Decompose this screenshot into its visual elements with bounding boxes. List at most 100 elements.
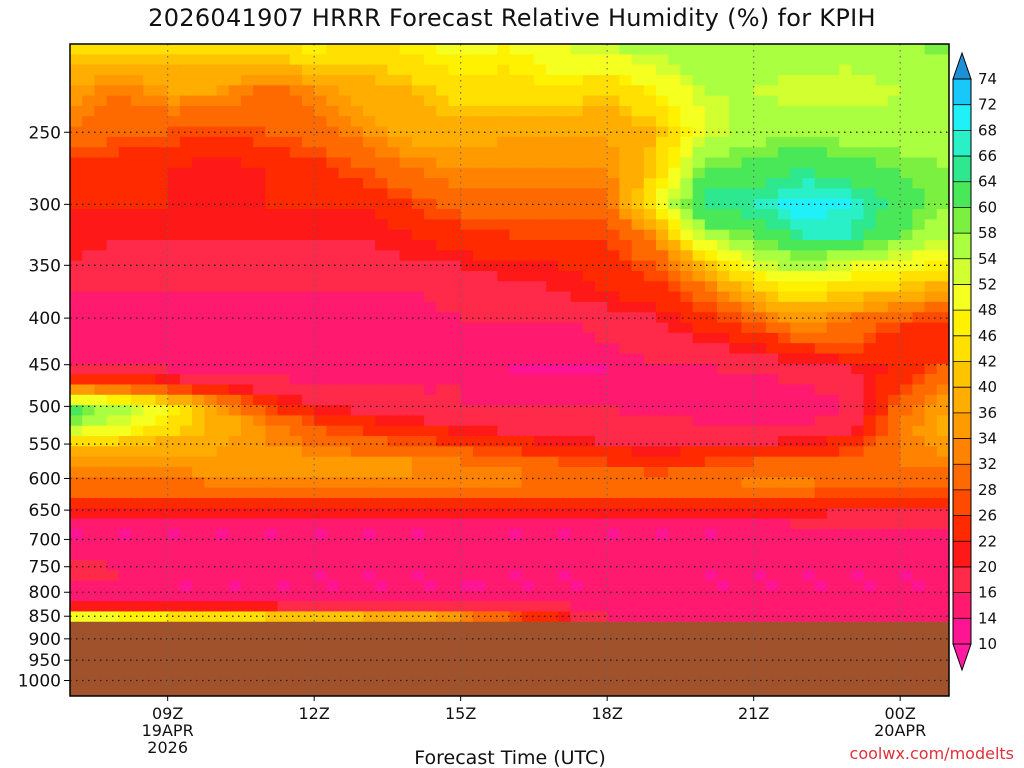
heatmap-cell: [314, 126, 327, 138]
heatmap-cell: [826, 405, 840, 417]
heatmap-cell: [216, 559, 230, 571]
heatmap-cell: [692, 270, 706, 282]
heatmap-cell: [863, 374, 877, 386]
heatmap-cell: [253, 54, 266, 66]
heatmap-cell: [216, 446, 230, 458]
heatmap-cell: [472, 240, 486, 251]
grid-lines: [70, 44, 949, 696]
heatmap-cell: [594, 590, 608, 602]
heatmap-cell: [265, 446, 279, 458]
heatmap-cell: [106, 559, 120, 571]
heatmap-cell: [582, 425, 596, 437]
heatmap-cell: [301, 456, 315, 468]
heatmap-cell: [265, 260, 279, 272]
heatmap-cell: [265, 580, 279, 592]
heatmap-cell: [326, 601, 340, 613]
heatmap-cell: [363, 178, 376, 190]
heatmap-cell: [363, 611, 376, 623]
heatmap-cell: [533, 394, 547, 406]
heatmap-cell: [936, 240, 949, 251]
heatmap-cell: [265, 270, 279, 282]
heatmap-cell: [509, 559, 523, 571]
heatmap-cell: [485, 188, 498, 200]
heatmap-cell: [155, 549, 169, 561]
heatmap-cell: [424, 157, 437, 169]
heatmap-cell: [741, 188, 755, 200]
heatmap-cell: [82, 363, 96, 375]
heatmap-cell: [631, 270, 645, 282]
heatmap-cell: [167, 95, 181, 107]
heatmap-cell: [570, 229, 584, 241]
heatmap-cell: [802, 332, 816, 344]
heatmap-cell: [717, 456, 730, 468]
heatmap-cell: [375, 116, 389, 128]
heatmap-cell: [411, 497, 425, 509]
heatmap-cell: [924, 467, 938, 478]
heatmap-cell: [167, 497, 181, 509]
heatmap-cell: [228, 167, 242, 179]
heatmap-cell: [228, 260, 242, 272]
heatmap-cell: [570, 281, 584, 293]
heatmap-cell: [887, 497, 901, 509]
heatmap-cell: [375, 518, 389, 530]
heatmap-cell: [887, 219, 901, 231]
heatmap-cell: [546, 54, 559, 66]
heatmap-cell: [375, 167, 389, 179]
heatmap-cell: [253, 105, 266, 117]
heatmap-cell: [485, 167, 498, 179]
heatmap-cell: [668, 116, 682, 128]
heatmap-cell: [363, 188, 376, 200]
heatmap-cell: [70, 147, 83, 159]
heatmap-cell: [192, 157, 205, 169]
heatmap-cell: [204, 250, 218, 262]
heatmap-cell: [289, 611, 303, 623]
heatmap-cell: [399, 590, 413, 602]
heatmap-cell: [631, 147, 645, 159]
heatmap-cell: [631, 590, 645, 602]
heatmap-cell: [692, 405, 706, 417]
heatmap-cell: [301, 250, 315, 262]
heatmap-cell: [753, 518, 767, 530]
heatmap-cell: [82, 343, 96, 355]
heatmap-cell: [802, 436, 816, 447]
colorbar-label: 48: [978, 301, 997, 319]
heatmap-cell: [472, 508, 486, 520]
heatmap-cell: [301, 209, 315, 220]
heatmap-cell: [460, 518, 474, 530]
heatmap-cell: [448, 415, 462, 427]
heatmap-cell: [228, 64, 242, 76]
heatmap-cell: [594, 291, 608, 303]
heatmap-cell: [729, 508, 743, 520]
heatmap-cell: [741, 260, 755, 272]
heatmap-cell: [741, 508, 755, 520]
heatmap-cell: [424, 209, 437, 220]
heatmap-cell: [118, 136, 132, 148]
heatmap-cell: [912, 384, 926, 396]
heatmap-cell: [375, 64, 389, 76]
heatmap-cell: [887, 343, 901, 355]
heatmap-cell: [753, 611, 767, 623]
heatmap-cell: [118, 270, 132, 282]
heatmap-cell: [338, 374, 352, 386]
heatmap-cell: [570, 477, 584, 489]
heatmap-cell: [70, 95, 83, 107]
heatmap-cell: [70, 74, 83, 86]
heatmap-cell: [106, 136, 120, 148]
heatmap-cell: [826, 44, 840, 55]
heatmap-cell: [607, 549, 620, 561]
heatmap-cell: [704, 105, 718, 117]
heatmap-cell: [753, 301, 767, 313]
heatmap-cell: [167, 467, 181, 478]
heatmap-cell: [448, 167, 462, 179]
heatmap-cell: [387, 157, 401, 169]
heatmap-cell: [839, 126, 852, 138]
heatmap-cell: [155, 436, 169, 447]
heatmap-cell: [204, 405, 218, 417]
heatmap-cell: [143, 497, 157, 509]
heatmap-cell: [485, 250, 498, 262]
heatmap-cell: [729, 240, 743, 251]
heatmap-cell: [729, 74, 743, 86]
heatmap-cell: [472, 332, 486, 344]
heatmap-cell: [680, 394, 694, 406]
heatmap-cell: [350, 518, 364, 530]
